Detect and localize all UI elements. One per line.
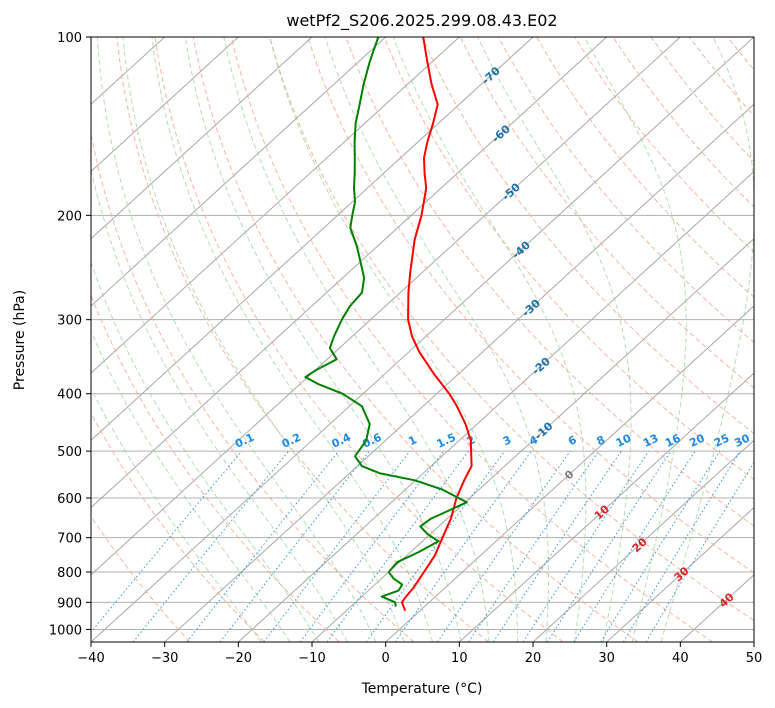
y-tick-label: 100	[57, 31, 82, 46]
moist-adiabat-line	[91, 387, 262, 642]
x-tick-label: 40	[672, 651, 689, 666]
mixing-ratio-line	[299, 450, 445, 642]
mixing-ratio-label: 30	[732, 431, 752, 449]
x-axis-label: Temperature (°C)	[361, 681, 483, 697]
y-tick-label: 400	[57, 388, 82, 403]
mixing-ratio-line	[394, 450, 532, 642]
isotherm-line	[237, 170, 754, 642]
dry-adiabat-line	[307, 37, 754, 574]
y-tick-label: 800	[57, 566, 82, 581]
x-tick-label: 50	[746, 651, 763, 666]
moist-adiabat-line	[223, 37, 490, 642]
y-tick-label: 900	[57, 596, 82, 611]
moist-adiabat-line	[324, 37, 549, 642]
moist-adiabats	[91, 37, 754, 642]
moist-adiabat-line	[477, 37, 632, 642]
isotherm-line	[606, 506, 754, 642]
dry-adiabat-line	[91, 131, 415, 642]
mixing-ratio-line	[546, 450, 672, 642]
y-tick-label: 600	[57, 492, 82, 507]
y-tick-label: 700	[57, 532, 82, 547]
mixing-ratio-label: 25	[712, 432, 731, 450]
mixing-ratio-line	[622, 450, 741, 642]
plot-area: -100-90-80-70-60-50-40-30-20-10010203040…	[91, 37, 754, 642]
moist-adiabat-line	[660, 37, 754, 642]
x-tick-label: 20	[525, 651, 542, 666]
moist-adiabat-line	[91, 329, 291, 642]
mixing-ratio-line	[263, 450, 411, 642]
dry-adiabat-line	[91, 412, 265, 642]
mixing-ratio-line	[91, 450, 243, 633]
isotherm-line	[91, 37, 754, 642]
x-tick-label: 30	[598, 651, 615, 666]
x-tick-label: −10	[298, 651, 325, 666]
mixing-ratio-line	[365, 450, 506, 642]
mixing-ratio-line	[326, 450, 469, 642]
temperature-profile-line	[400, 37, 473, 612]
moist-adiabat-line	[583, 37, 687, 642]
moist-adiabat-line	[122, 37, 405, 642]
isotherm-line	[91, 37, 608, 509]
moist-adiabat-line	[151, 37, 433, 642]
dry-adiabat-line	[154, 37, 564, 642]
mixing-ratio-line	[132, 450, 289, 642]
mixing-ratio-lines	[91, 450, 754, 642]
mixing-ratio-line	[573, 450, 696, 642]
dry-adiabat-line	[497, 37, 754, 344]
isotherm-line	[91, 37, 534, 442]
isotherm-line	[91, 37, 681, 576]
x-tick-label: 0	[382, 651, 390, 666]
x-tick-label: −20	[225, 651, 252, 666]
isotherm-line	[91, 37, 239, 173]
isobar-grid	[91, 37, 754, 630]
isotherm-line	[91, 37, 460, 374]
moist-adiabat-line	[269, 37, 518, 642]
isotherm-grid	[91, 37, 754, 642]
plot-frame	[90, 36, 755, 643]
y-tick-label: 500	[57, 445, 82, 460]
isotherm-line	[458, 372, 754, 642]
mixing-ratio-line	[468, 450, 600, 642]
mixing-ratio-label: 13	[641, 432, 660, 450]
isotherm-line	[385, 305, 754, 642]
y-axis: 100 200 300 400 500 600 700 800 900 1000	[49, 31, 91, 638]
x-tick-label: 10	[451, 651, 468, 666]
mixing-ratio-label: 20	[687, 431, 707, 449]
dry-adiabat-line	[536, 37, 754, 298]
isotherm-line	[91, 37, 313, 240]
mixing-ratio-label: 10	[614, 431, 634, 449]
x-axis: −40 −30 −20 −10 0 10 20 30 40 50	[77, 642, 762, 666]
dry-adiabat-line	[269, 37, 754, 622]
x-tick-label: −30	[151, 651, 178, 666]
x-tick-label: −40	[77, 651, 104, 666]
y-tick-label: 1000	[49, 623, 82, 638]
y-tick-label: 300	[57, 314, 82, 329]
dry-adiabat-line	[345, 37, 754, 527]
mixing-ratio-label: 16	[663, 431, 683, 449]
mixing-ratio-line	[436, 450, 571, 642]
dry-adiabat-line	[116, 37, 489, 642]
y-axis-label: Pressure (hPa)	[12, 290, 28, 390]
mixing-ratio-line	[186, 450, 339, 642]
dewpoint-profile-line	[304, 37, 468, 607]
isotherm-line	[164, 103, 754, 642]
profile-series	[304, 37, 473, 612]
dry-adiabat-line	[421, 37, 754, 435]
moist-adiabat-line	[91, 167, 348, 642]
moist-adiabat-line	[91, 260, 320, 642]
y-tick-label: 200	[57, 209, 82, 224]
chart-title: wetPf2_S206.2025.299.08.43.E02	[286, 11, 557, 31]
moist-adiabat-line	[392, 37, 587, 642]
mixing-ratio-line	[492, 450, 622, 642]
dry-adiabat-line	[230, 37, 713, 642]
moist-adiabat-line	[184, 37, 462, 642]
isotherm-line	[91, 37, 387, 307]
mixing-ratio-line	[522, 450, 650, 642]
dry-adiabat-line	[383, 37, 754, 481]
isotherm-line	[532, 439, 754, 642]
